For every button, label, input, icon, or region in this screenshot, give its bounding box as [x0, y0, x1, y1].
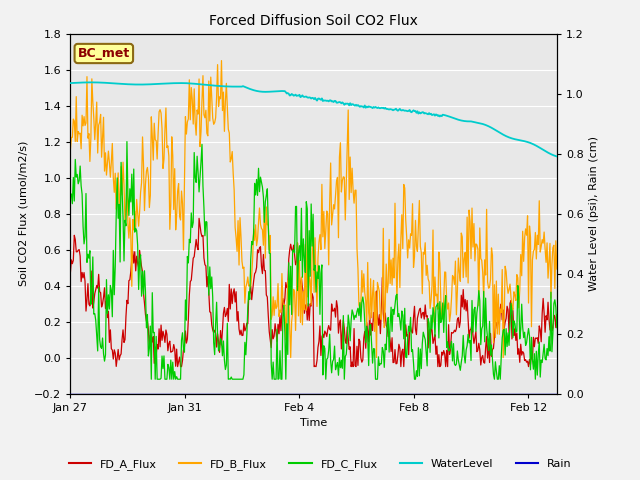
X-axis label: Time: Time	[300, 418, 327, 428]
Text: BC_met: BC_met	[77, 47, 130, 60]
Y-axis label: Water Level (psi), Rain (cm): Water Level (psi), Rain (cm)	[589, 136, 599, 291]
Title: Forced Diffusion Soil CO2 Flux: Forced Diffusion Soil CO2 Flux	[209, 14, 418, 28]
Legend: FD_A_Flux, FD_B_Flux, FD_C_Flux, WaterLevel, Rain: FD_A_Flux, FD_B_Flux, FD_C_Flux, WaterLe…	[64, 455, 576, 474]
Y-axis label: Soil CO2 Flux (umol/m2/s): Soil CO2 Flux (umol/m2/s)	[19, 141, 29, 286]
